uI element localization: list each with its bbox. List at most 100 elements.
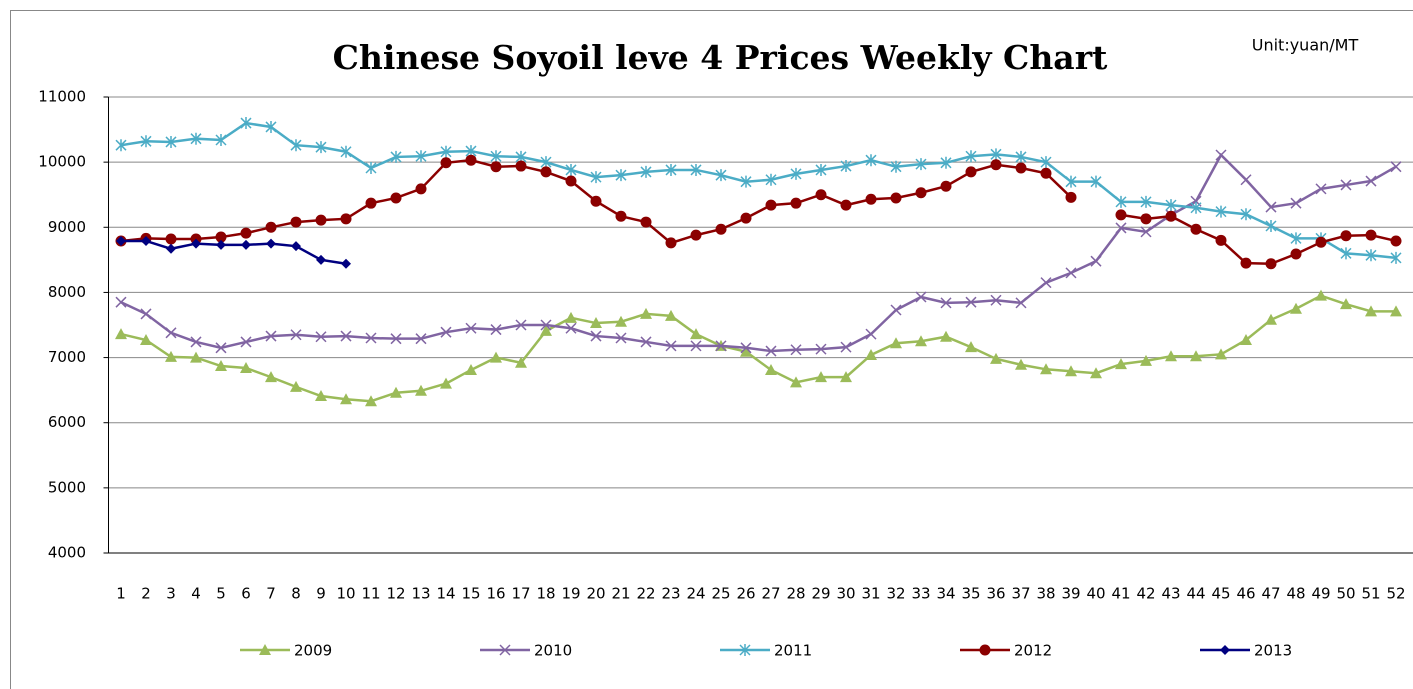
- marker: [990, 294, 1002, 306]
- marker: [115, 139, 127, 152]
- marker: [1365, 175, 1377, 187]
- marker: [415, 183, 427, 195]
- y-tick-label: 9000: [48, 218, 86, 236]
- marker: [1115, 195, 1127, 208]
- marker: [190, 351, 202, 363]
- legend-label: 2009: [294, 642, 332, 660]
- marker: [440, 377, 452, 389]
- marker: [890, 160, 902, 173]
- marker: [1265, 313, 1277, 325]
- marker: [1090, 255, 1102, 267]
- marker: [640, 336, 652, 348]
- x-tick-label: 42: [1136, 585, 1155, 603]
- x-tick-label: 23: [661, 585, 680, 603]
- marker: [740, 175, 752, 188]
- unit-label: Unit:yuan/MT: [1252, 36, 1359, 55]
- marker: [166, 243, 176, 254]
- x-tick-label: 8: [291, 585, 301, 603]
- marker: [265, 120, 277, 133]
- series: [115, 117, 1402, 264]
- marker: [1090, 175, 1102, 188]
- marker: [1240, 257, 1252, 269]
- marker: [240, 361, 252, 373]
- marker: [865, 348, 877, 360]
- x-tick-label: 10: [336, 585, 355, 603]
- x-tick-label: 45: [1211, 585, 1230, 603]
- marker: [315, 390, 327, 402]
- marker: [390, 333, 402, 345]
- y-tick-label: 5000: [48, 478, 86, 496]
- marker: [215, 231, 227, 243]
- marker: [390, 150, 402, 163]
- marker: [790, 376, 802, 388]
- marker: [1290, 197, 1302, 209]
- marker: [241, 239, 251, 250]
- marker: [1115, 209, 1127, 221]
- marker: [615, 315, 627, 327]
- marker: [290, 216, 302, 228]
- marker: [1240, 174, 1252, 186]
- marker: [940, 156, 952, 169]
- marker: [440, 157, 452, 169]
- x-tick-label: 15: [461, 585, 480, 603]
- marker: [565, 311, 577, 323]
- marker: [1215, 205, 1227, 218]
- y-tick-label: 8000: [48, 283, 86, 301]
- y-tick-label: 4000: [48, 544, 86, 562]
- marker: [140, 308, 152, 320]
- x-tick-label: 34: [936, 585, 955, 603]
- marker: [266, 238, 276, 249]
- marker: [990, 159, 1002, 171]
- series-line: [120, 121, 1397, 260]
- marker: [165, 350, 177, 362]
- chart-title: Chinese Soyoil leve 4 Prices Weekly Char…: [333, 38, 1108, 77]
- marker: [690, 340, 702, 352]
- marker: [1340, 230, 1352, 242]
- marker: [1215, 149, 1227, 161]
- marker: [590, 195, 602, 207]
- marker: [540, 156, 552, 169]
- marker: [815, 343, 827, 355]
- marker: [1065, 267, 1077, 279]
- marker: [1240, 333, 1252, 345]
- marker: [490, 161, 502, 173]
- x-tick-label: 44: [1186, 585, 1205, 603]
- x-tick-label: 13: [411, 585, 430, 603]
- marker: [1015, 150, 1027, 163]
- marker: [315, 214, 327, 226]
- marker: [840, 160, 852, 173]
- marker: [1265, 201, 1277, 213]
- marker: [1165, 210, 1177, 222]
- marker: [665, 340, 677, 352]
- marker: [665, 163, 677, 176]
- x-tick-label: 52: [1386, 585, 1405, 603]
- marker: [1340, 247, 1352, 260]
- x-tick-label: 51: [1361, 585, 1380, 603]
- marker: [1390, 251, 1402, 264]
- x-tick-label: 46: [1236, 585, 1255, 603]
- marker: [640, 216, 652, 228]
- marker: [340, 213, 352, 225]
- x-tick-label: 3: [166, 585, 176, 603]
- marker: [515, 356, 527, 368]
- marker: [141, 235, 151, 246]
- marker: [490, 150, 502, 163]
- legend-label: 2011: [774, 642, 812, 660]
- marker: [390, 192, 402, 204]
- marker: [815, 163, 827, 176]
- marker: [990, 148, 1002, 161]
- marker: [765, 199, 777, 211]
- marker: [365, 395, 377, 407]
- x-tick-label: 50: [1336, 585, 1355, 603]
- x-tick-label: 26: [736, 585, 755, 603]
- x-tick-label: 9: [316, 585, 326, 603]
- marker: [840, 371, 852, 383]
- x-tick-label: 40: [1086, 585, 1105, 603]
- x-tick-label: 21: [611, 585, 630, 603]
- x-tick-label: 36: [986, 585, 1005, 603]
- legend-marker: [259, 644, 271, 655]
- marker: [615, 332, 627, 344]
- marker: [290, 329, 302, 341]
- marker: [1390, 161, 1402, 173]
- marker: [490, 351, 502, 363]
